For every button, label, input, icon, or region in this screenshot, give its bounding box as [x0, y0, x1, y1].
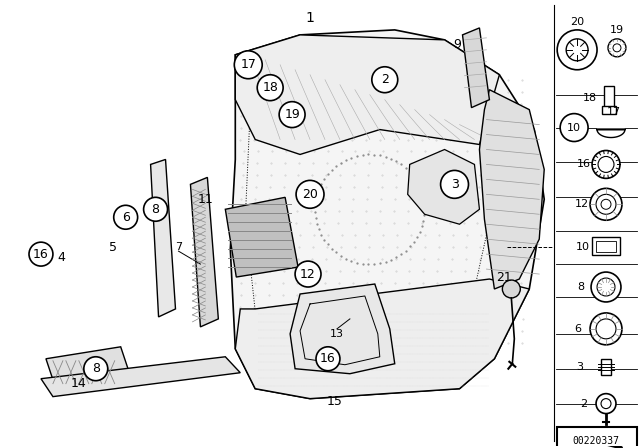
Circle shape [590, 313, 622, 345]
Text: 6: 6 [122, 211, 130, 224]
Text: 19: 19 [610, 25, 624, 35]
Circle shape [592, 151, 620, 178]
Circle shape [257, 75, 283, 101]
Circle shape [598, 156, 614, 172]
Text: 16: 16 [33, 248, 49, 261]
Polygon shape [41, 357, 240, 396]
Circle shape [29, 242, 53, 266]
Text: 17: 17 [607, 107, 621, 116]
Circle shape [601, 199, 611, 209]
Text: 11: 11 [198, 193, 213, 206]
Circle shape [596, 319, 616, 339]
Text: 7: 7 [175, 242, 182, 252]
Text: 13: 13 [330, 329, 344, 339]
Text: 16: 16 [577, 159, 591, 169]
Circle shape [601, 399, 611, 409]
Polygon shape [236, 35, 499, 155]
Text: 8: 8 [577, 282, 585, 292]
Circle shape [316, 347, 340, 371]
Circle shape [295, 261, 321, 287]
Circle shape [608, 39, 626, 57]
Text: 3: 3 [577, 362, 584, 372]
Polygon shape [225, 197, 298, 277]
Polygon shape [479, 90, 544, 289]
Text: 1: 1 [305, 11, 314, 25]
Polygon shape [230, 30, 544, 399]
Polygon shape [597, 129, 625, 138]
Circle shape [566, 39, 588, 61]
Text: 3: 3 [451, 178, 458, 191]
Text: 9: 9 [454, 39, 461, 52]
Text: 6: 6 [575, 324, 582, 334]
Polygon shape [290, 284, 395, 374]
Circle shape [590, 188, 622, 220]
Polygon shape [463, 28, 490, 108]
Circle shape [560, 114, 588, 142]
FancyBboxPatch shape [596, 241, 616, 252]
FancyBboxPatch shape [602, 106, 616, 114]
Circle shape [234, 51, 262, 79]
Text: 10: 10 [576, 242, 590, 252]
FancyBboxPatch shape [557, 426, 637, 448]
Circle shape [440, 170, 468, 198]
Text: 8: 8 [152, 203, 159, 216]
Circle shape [597, 278, 615, 296]
FancyBboxPatch shape [601, 359, 611, 375]
Text: 15: 15 [327, 395, 343, 408]
Polygon shape [191, 177, 218, 327]
FancyBboxPatch shape [604, 86, 614, 108]
Circle shape [372, 67, 397, 93]
Circle shape [596, 194, 616, 214]
Circle shape [557, 30, 597, 70]
Text: 20: 20 [302, 188, 318, 201]
Polygon shape [408, 150, 479, 224]
Circle shape [143, 197, 168, 221]
Text: 2: 2 [580, 399, 588, 409]
Text: 18: 18 [262, 81, 278, 94]
Circle shape [84, 357, 108, 381]
Circle shape [279, 102, 305, 128]
Text: 12: 12 [575, 199, 589, 209]
Text: 18: 18 [583, 93, 597, 103]
Circle shape [613, 44, 621, 52]
Text: 4: 4 [57, 250, 65, 263]
Circle shape [596, 394, 616, 414]
Text: 19: 19 [284, 108, 300, 121]
FancyBboxPatch shape [592, 237, 620, 255]
Text: 10: 10 [567, 123, 581, 133]
Polygon shape [46, 347, 131, 389]
Text: 16: 16 [320, 352, 336, 365]
Text: 21: 21 [497, 271, 512, 284]
Circle shape [114, 205, 138, 229]
Text: 5: 5 [109, 241, 116, 254]
Text: 00220337: 00220337 [573, 436, 620, 447]
Polygon shape [236, 279, 529, 399]
Text: 8: 8 [92, 362, 100, 375]
Polygon shape [150, 159, 175, 317]
Circle shape [502, 280, 520, 298]
Circle shape [296, 181, 324, 208]
Text: 17: 17 [240, 58, 256, 71]
Text: 12: 12 [300, 267, 316, 280]
Text: 14: 14 [71, 377, 86, 390]
Text: 2: 2 [381, 73, 388, 86]
Circle shape [591, 272, 621, 302]
Text: 20: 20 [570, 17, 584, 27]
